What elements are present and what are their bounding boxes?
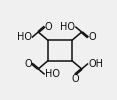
Text: HO: HO (17, 32, 32, 42)
Text: O: O (71, 74, 79, 84)
Text: HO: HO (45, 69, 60, 79)
Text: O: O (88, 32, 96, 42)
Text: O: O (45, 22, 52, 32)
Text: HO: HO (60, 22, 75, 32)
Text: O: O (24, 58, 32, 69)
Text: OH: OH (88, 58, 103, 69)
